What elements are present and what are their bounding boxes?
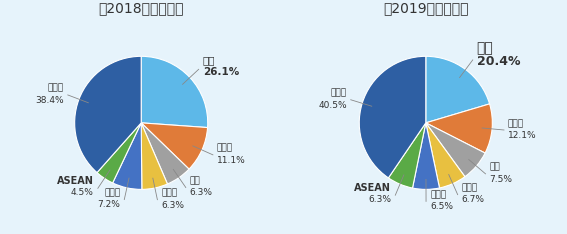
Wedge shape xyxy=(97,123,141,183)
Text: 26.1%: 26.1% xyxy=(202,67,239,77)
Text: インド: インド xyxy=(217,144,233,153)
Text: 38.4%: 38.4% xyxy=(35,96,64,105)
Text: トルコ: トルコ xyxy=(162,189,177,197)
Text: その他: その他 xyxy=(48,84,64,93)
Wedge shape xyxy=(141,56,208,128)
Text: 11.1%: 11.1% xyxy=(217,156,246,165)
Text: 4.5%: 4.5% xyxy=(71,188,94,197)
Text: 6.3%: 6.3% xyxy=(369,195,391,204)
Wedge shape xyxy=(141,123,208,169)
Text: カナダ: カナダ xyxy=(104,188,120,197)
Text: 中国: 中国 xyxy=(477,41,493,55)
Text: インド: インド xyxy=(508,119,524,128)
Wedge shape xyxy=(141,123,189,184)
Wedge shape xyxy=(413,123,439,189)
Title: （2019年上半期）: （2019年上半期） xyxy=(383,1,468,15)
Text: 7.2%: 7.2% xyxy=(98,200,120,209)
Wedge shape xyxy=(426,56,489,123)
Text: 中国: 中国 xyxy=(202,55,215,65)
Text: 6.5%: 6.5% xyxy=(430,202,453,211)
Wedge shape xyxy=(75,56,141,173)
Wedge shape xyxy=(113,123,142,189)
Title: （2018年上半期）: （2018年上半期） xyxy=(99,1,184,15)
Text: ASEAN: ASEAN xyxy=(354,183,391,193)
Text: 6.3%: 6.3% xyxy=(162,201,184,209)
Text: トルコ: トルコ xyxy=(462,183,478,192)
Wedge shape xyxy=(388,123,426,188)
Text: 6.3%: 6.3% xyxy=(190,188,213,197)
Text: 6.7%: 6.7% xyxy=(462,195,485,205)
Text: 40.5%: 40.5% xyxy=(318,101,347,110)
Text: 12.1%: 12.1% xyxy=(508,131,536,140)
Wedge shape xyxy=(426,123,485,177)
Text: その他: その他 xyxy=(331,89,347,98)
Text: カナダ: カナダ xyxy=(430,190,446,199)
Text: 韓国: 韓国 xyxy=(190,176,201,185)
Text: ASEAN: ASEAN xyxy=(57,176,94,186)
Text: 韓国: 韓国 xyxy=(489,163,500,172)
Text: 20.4%: 20.4% xyxy=(477,55,521,68)
Wedge shape xyxy=(359,56,426,178)
Wedge shape xyxy=(426,123,465,188)
Wedge shape xyxy=(426,104,492,153)
Text: 7.5%: 7.5% xyxy=(489,175,513,184)
Wedge shape xyxy=(141,123,167,189)
